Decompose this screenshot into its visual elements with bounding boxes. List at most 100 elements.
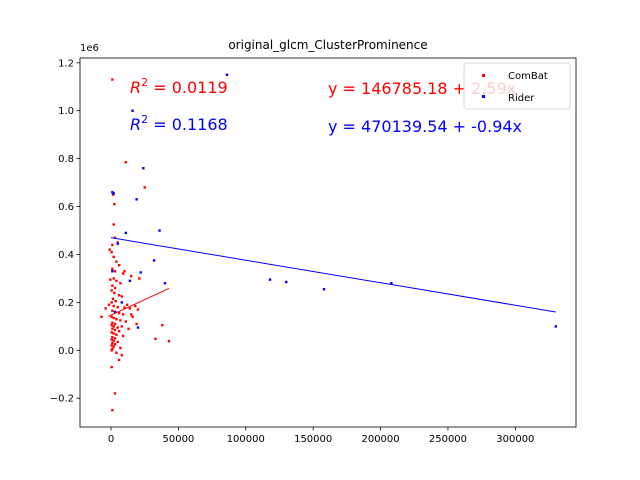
data-point-combat bbox=[124, 161, 128, 164]
legend-box bbox=[463, 62, 571, 110]
data-point-combat bbox=[113, 392, 117, 395]
data-point-combat bbox=[115, 333, 118, 336]
data-point-combat bbox=[161, 323, 164, 327]
data-point-combat bbox=[104, 307, 107, 310]
data-point-combat bbox=[116, 305, 119, 309]
data-point-combat bbox=[115, 317, 118, 321]
plot-frame bbox=[79, 57, 577, 428]
data-point-combat bbox=[113, 328, 117, 332]
data-point-combat bbox=[115, 260, 118, 263]
data-point-combat bbox=[117, 264, 121, 267]
data-point-rider bbox=[268, 278, 272, 281]
data-point-combat bbox=[130, 313, 133, 316]
data-point-combat bbox=[130, 274, 133, 278]
data-point-rider bbox=[113, 310, 117, 314]
data-point-combat bbox=[112, 332, 115, 335]
data-point-rider bbox=[322, 288, 326, 291]
data-point-combat bbox=[121, 272, 125, 275]
y-tick-label: 0.4 bbox=[58, 250, 74, 261]
data-point-combat bbox=[125, 303, 129, 306]
y-tick-label: 0.6 bbox=[58, 202, 74, 213]
data-point-combat bbox=[111, 243, 114, 247]
y-offset-label: 1e6 bbox=[80, 43, 99, 54]
data-point-combat bbox=[119, 346, 122, 350]
data-point-combat bbox=[111, 284, 114, 287]
data-point-combat bbox=[143, 186, 146, 189]
data-point-combat bbox=[110, 301, 113, 304]
data-point-combat bbox=[127, 327, 130, 330]
data-point-combat bbox=[110, 250, 113, 254]
y-tick-label: 1.2 bbox=[58, 58, 74, 69]
data-point-combat bbox=[110, 365, 113, 369]
data-point-rider bbox=[163, 282, 167, 285]
data-point-combat bbox=[113, 236, 117, 239]
data-point-combat bbox=[167, 340, 171, 343]
x-axis: 0 50000 100000 150000 200000 250000 300000 bbox=[108, 427, 534, 445]
data-point-rider bbox=[139, 271, 142, 274]
rider-fit-equation: y = 470139.54 + -0.94x bbox=[328, 117, 522, 136]
data-point-rider bbox=[225, 73, 229, 76]
data-point-combat bbox=[119, 282, 122, 285]
data-point-combat bbox=[111, 78, 114, 81]
data-point-combat bbox=[113, 337, 117, 340]
data-point-rider bbox=[554, 325, 557, 328]
data-point-combat bbox=[112, 325, 115, 328]
data-point-rider bbox=[131, 109, 134, 112]
data-point-combat bbox=[154, 337, 157, 341]
data-point-rider bbox=[390, 282, 393, 285]
data-point-combat bbox=[110, 289, 113, 292]
rider-r2-annotation: R2 = 0.1168 bbox=[130, 113, 228, 134]
data-point-combat bbox=[121, 334, 125, 338]
fit-line-combat bbox=[108, 288, 170, 317]
data-point-combat bbox=[111, 341, 114, 345]
legend-label-rider: Rider bbox=[508, 93, 535, 104]
data-point-combat bbox=[115, 351, 118, 354]
data-point-combat bbox=[110, 323, 113, 327]
data-point-combat bbox=[100, 315, 103, 318]
data-point-combat bbox=[111, 297, 115, 301]
plot-area bbox=[79, 57, 577, 428]
data-point-combat bbox=[117, 311, 121, 315]
plot-background bbox=[80, 58, 576, 427]
x-tick-label: 150000 bbox=[294, 434, 332, 445]
data-point-combat bbox=[110, 331, 113, 334]
x-tick-label: 100000 bbox=[227, 434, 265, 445]
series-combat bbox=[100, 78, 171, 412]
data-point-combat bbox=[112, 304, 115, 308]
data-point-combat bbox=[111, 321, 114, 324]
data-point-combat bbox=[116, 326, 119, 329]
data-point-combat bbox=[111, 335, 114, 339]
data-point-combat bbox=[128, 307, 132, 310]
data-point-combat bbox=[117, 329, 121, 333]
data-point-rider bbox=[158, 229, 161, 232]
fit-layer bbox=[108, 237, 556, 317]
legend-marker-combat bbox=[482, 74, 485, 77]
data-point-combat bbox=[109, 278, 112, 281]
x-tick-label: 250000 bbox=[429, 434, 467, 445]
data-point-rider bbox=[285, 280, 288, 284]
data-point-combat bbox=[136, 308, 140, 311]
y-axis: −0.2 0.0 0.2 0.4 0.6 0.8 1.0 1.2 bbox=[50, 58, 80, 405]
data-point-combat bbox=[131, 315, 134, 318]
legend-label-combat: ComBat bbox=[508, 71, 548, 82]
x-tick-label: 300000 bbox=[496, 434, 534, 445]
y-tick-label: 0.8 bbox=[58, 154, 74, 165]
chart-title: original_glcm_ClusterProminence bbox=[228, 38, 427, 52]
data-point-rider bbox=[112, 192, 115, 195]
data-point-combat bbox=[112, 345, 115, 348]
data-point-rider bbox=[111, 270, 114, 273]
data-point-combat bbox=[134, 304, 137, 308]
data-point-combat bbox=[110, 349, 113, 352]
data-point-combat bbox=[121, 313, 125, 316]
data-point-combat bbox=[120, 295, 123, 298]
series-layer bbox=[100, 73, 557, 412]
data-point-rider bbox=[124, 231, 128, 235]
data-point-combat bbox=[113, 291, 116, 295]
data-point-combat bbox=[111, 309, 114, 312]
data-point-combat bbox=[116, 340, 119, 344]
data-point-combat bbox=[108, 248, 111, 251]
data-point-rider bbox=[136, 326, 140, 329]
data-point-rider bbox=[120, 301, 123, 304]
data-point-combat bbox=[114, 300, 117, 303]
